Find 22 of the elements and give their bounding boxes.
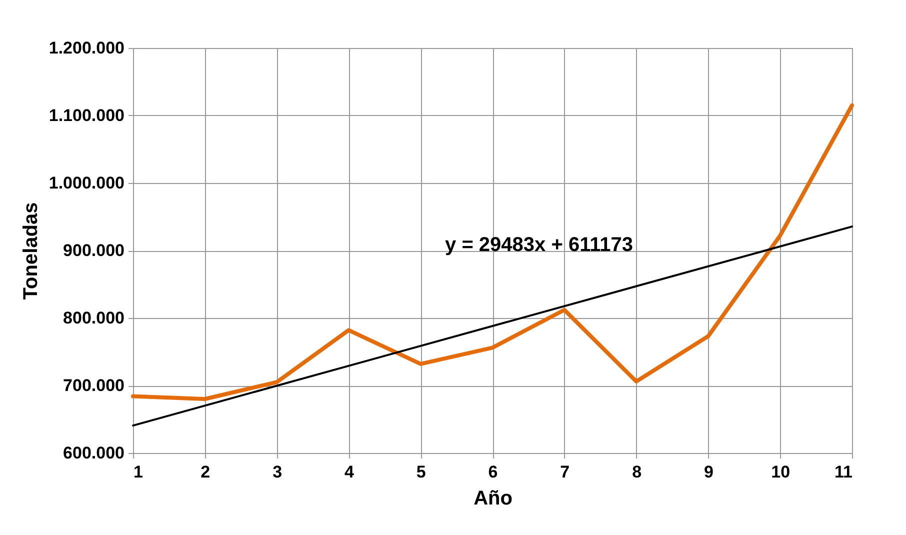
- y-axis-title: Toneladas: [20, 202, 42, 300]
- y-tick-label: 1.200.000: [48, 38, 124, 58]
- y-tick-label: 1.000.000: [48, 174, 124, 192]
- annotation: y = 29483x + 611173: [445, 234, 633, 256]
- x-tick-label: 10: [771, 462, 790, 482]
- x-tick-label: 1: [134, 462, 143, 482]
- x-tick-label: 6: [488, 462, 498, 482]
- y-tick-label: 600.000: [63, 444, 124, 462]
- y-tick-label: 700.000: [63, 376, 124, 395]
- x-tick-label: 3: [272, 462, 282, 482]
- y-tick-label: 1.100.000: [48, 106, 124, 125]
- x-tick-label: 9: [704, 462, 714, 482]
- x-axis-title: Año: [474, 488, 512, 510]
- x-tick-label: 2: [200, 462, 210, 482]
- x-tick-label: 8: [632, 462, 642, 482]
- y-tick-label: 800.000: [63, 308, 124, 328]
- x-tick-label: 4: [344, 462, 354, 482]
- y-tick-label: 900.000: [63, 241, 124, 260]
- x-tick-label: 11: [834, 462, 852, 482]
- x-tick-label: 7: [560, 462, 570, 482]
- x-tick-label: 5: [416, 462, 426, 482]
- line-series: [131, 103, 854, 401]
